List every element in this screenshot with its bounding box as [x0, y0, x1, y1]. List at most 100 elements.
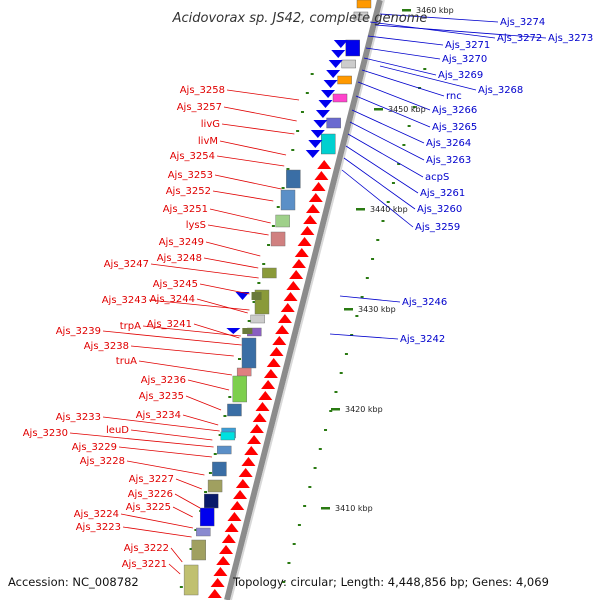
minus-gene-label[interactable]: Ajs_3227 [129, 474, 174, 485]
feature-block[interactable] [217, 445, 232, 455]
plus-gene-label[interactable]: Ajs_3263 [426, 155, 471, 166]
feature-block[interactable] [250, 314, 265, 324]
feature-block[interactable] [270, 231, 286, 247]
minus-gene-label[interactable]: Ajs_3229 [72, 442, 117, 453]
minus-gene-label[interactable]: Ajs_3258 [180, 85, 225, 96]
minus-gene-arrow[interactable] [300, 226, 315, 235]
feature-block[interactable] [353, 11, 369, 21]
plus-gene-label[interactable]: Ajs_3272 [497, 33, 542, 44]
minus-gene-arrow[interactable] [291, 259, 306, 268]
minus-gene-arrow[interactable] [280, 303, 295, 312]
minus-gene-label[interactable]: Ajs_3223 [76, 522, 121, 533]
minus-gene-label[interactable]: Ajs_3221 [122, 559, 167, 570]
minus-gene-arrow[interactable] [308, 193, 323, 202]
plus-gene-label[interactable]: Ajs_3261 [420, 188, 465, 199]
plus-gene-arrow[interactable] [226, 328, 241, 334]
feature-block[interactable] [236, 367, 252, 377]
minus-gene-arrow[interactable] [247, 435, 262, 444]
minus-gene-label[interactable]: Ajs_3252 [166, 186, 211, 197]
minus-gene-label[interactable]: Ajs_3226 [128, 489, 173, 500]
minus-gene-label[interactable]: Ajs_3243 [102, 295, 147, 306]
plus-gene-label[interactable]: Ajs_3266 [432, 105, 477, 116]
feature-block[interactable] [191, 539, 206, 561]
minus-gene-arrow[interactable] [269, 347, 284, 356]
minus-gene-label[interactable]: Ajs_3230 [23, 428, 68, 439]
minus-gene-arrow[interactable] [249, 424, 264, 433]
feature-block[interactable] [345, 39, 360, 57]
feature-block[interactable] [183, 564, 199, 596]
minus-gene-arrow[interactable] [272, 336, 287, 345]
feature-block[interactable] [251, 292, 262, 300]
minus-gene-arrow[interactable] [317, 160, 332, 169]
feature-block[interactable] [232, 375, 248, 403]
minus-gene-label[interactable]: Ajs_3253 [168, 170, 213, 181]
feature-block[interactable] [199, 507, 215, 527]
minus-gene-arrow[interactable] [297, 237, 312, 246]
minus-gene-label[interactable]: Ajs_3233 [56, 412, 101, 423]
minus-gene-label[interactable]: Ajs_3251 [163, 204, 208, 215]
minus-gene-arrow[interactable] [216, 556, 231, 565]
minus-gene-arrow[interactable] [303, 215, 318, 224]
feature-block[interactable] [286, 169, 301, 189]
minus-gene-arrow[interactable] [305, 204, 320, 213]
minus-gene-arrow[interactable] [289, 270, 304, 279]
plus-gene-label[interactable]: Ajs_3270 [442, 54, 487, 65]
minus-gene-label[interactable]: livG [201, 119, 220, 130]
feature-block[interactable] [227, 403, 242, 417]
minus-gene-label[interactable]: Ajs_3234 [136, 410, 181, 421]
feature-block[interactable] [356, 0, 372, 9]
plus-gene-arrow[interactable] [313, 120, 328, 128]
minus-gene-arrow[interactable] [255, 402, 270, 411]
minus-gene-label[interactable]: Ajs_3235 [139, 391, 184, 402]
minus-gene-arrow[interactable] [252, 413, 267, 422]
minus-gene-label[interactable]: Ajs_3244 [150, 294, 195, 305]
plus-gene-label[interactable]: Ajs_3273 [548, 33, 593, 44]
plus-gene-arrow[interactable] [333, 40, 348, 48]
minus-gene-arrow[interactable] [207, 589, 222, 598]
feature-block[interactable] [241, 337, 257, 369]
feature-block[interactable] [326, 117, 341, 129]
feature-block[interactable] [262, 267, 277, 279]
plus-gene-arrow[interactable] [305, 150, 320, 158]
plus-gene-arrow[interactable] [235, 292, 250, 300]
feature-block[interactable] [242, 328, 253, 334]
minus-gene-arrow[interactable] [221, 534, 236, 543]
minus-gene-arrow[interactable] [244, 446, 259, 455]
feature-block[interactable] [332, 93, 348, 103]
plus-gene-arrow[interactable] [328, 60, 343, 68]
minus-gene-arrow[interactable] [233, 490, 248, 499]
minus-gene-arrow[interactable] [213, 567, 228, 576]
plus-gene-label[interactable]: Ajs_3265 [432, 122, 477, 133]
minus-gene-label[interactable]: Ajs_3225 [126, 502, 171, 513]
plus-gene-label[interactable]: acpS [425, 172, 449, 183]
plus-gene-arrow[interactable] [308, 140, 323, 148]
minus-gene-arrow[interactable] [258, 391, 273, 400]
plus-gene-arrow[interactable] [326, 70, 341, 78]
minus-gene-label[interactable]: lysS [186, 220, 206, 231]
feature-block[interactable] [212, 461, 227, 477]
minus-gene-arrow[interactable] [294, 248, 309, 257]
minus-gene-label[interactable]: livM [198, 136, 218, 147]
minus-gene-arrow[interactable] [283, 292, 298, 301]
minus-gene-label[interactable]: Ajs_3249 [159, 237, 204, 248]
feature-block[interactable] [337, 75, 352, 85]
feature-block[interactable] [275, 214, 290, 228]
plus-gene-arrow[interactable] [331, 50, 346, 58]
minus-gene-label[interactable]: Ajs_3248 [157, 253, 202, 264]
feature-block[interactable] [280, 189, 296, 211]
minus-gene-arrow[interactable] [227, 512, 242, 521]
minus-gene-arrow[interactable] [261, 380, 276, 389]
minus-gene-label[interactable]: Ajs_3245 [153, 279, 198, 290]
minus-gene-arrow[interactable] [311, 182, 326, 191]
feature-block[interactable] [220, 431, 236, 441]
feature-block[interactable] [204, 493, 219, 509]
plus-gene-label[interactable]: Ajs_3259 [415, 222, 460, 233]
feature-block[interactable] [207, 479, 223, 493]
minus-gene-label[interactable]: Ajs_3224 [74, 509, 119, 520]
plus-gene-arrow[interactable] [315, 110, 330, 118]
plus-gene-label[interactable]: Ajs_3274 [500, 17, 545, 28]
minus-gene-label[interactable]: Ajs_3228 [80, 456, 125, 467]
minus-gene-arrow[interactable] [266, 358, 281, 367]
minus-gene-arrow[interactable] [314, 171, 329, 180]
